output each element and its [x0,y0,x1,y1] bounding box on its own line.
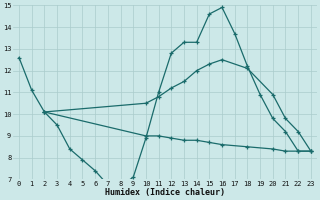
X-axis label: Humidex (Indice chaleur): Humidex (Indice chaleur) [105,188,225,197]
